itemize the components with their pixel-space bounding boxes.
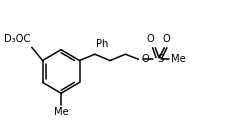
Text: S: S [157, 54, 163, 64]
Text: D₃OC: D₃OC [4, 34, 31, 44]
Text: O: O [141, 54, 149, 64]
Text: Me: Me [171, 54, 185, 64]
Text: O: O [163, 34, 170, 44]
Text: Me: Me [54, 107, 68, 117]
Text: O: O [147, 34, 155, 44]
Text: Ph: Ph [96, 39, 108, 49]
